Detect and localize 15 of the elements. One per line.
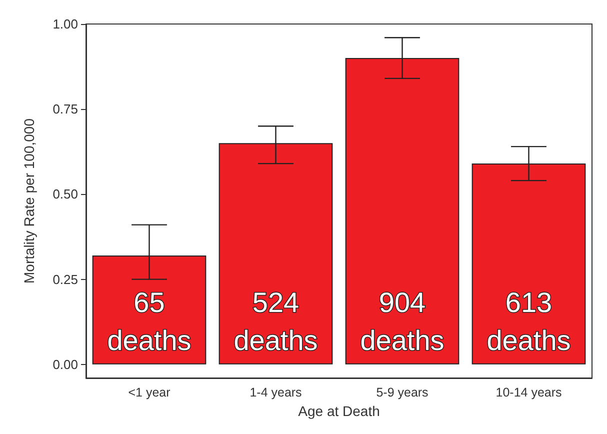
x-tick-label: 1-4 years (250, 386, 302, 400)
y-tick-label: 0.00 (52, 356, 78, 372)
annotation: 65 deaths (107, 286, 192, 356)
x-axis-title: Age at Death (298, 403, 380, 419)
x-tick-label: 10-14 years (496, 386, 562, 400)
annotation: 613 deaths (486, 286, 571, 356)
y-tick-label: 1.00 (52, 16, 78, 32)
y-axis-title: Mortality Rate per 100,000 (21, 118, 37, 284)
annotation: 524 deaths (234, 286, 318, 356)
annotation: 904 deaths (360, 286, 444, 356)
y-tick-label: 0.75 (52, 102, 78, 117)
y-tick-label: 0.50 (52, 186, 78, 202)
y-tick-label: 0.25 (52, 272, 78, 287)
x-tick-label: 5-9 years (376, 386, 428, 400)
x-tick-label: <1 year (128, 386, 170, 400)
